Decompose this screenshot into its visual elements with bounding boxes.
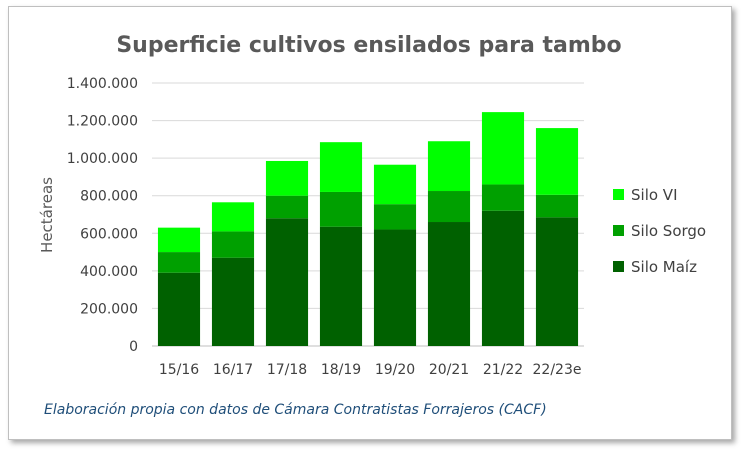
bar-silo-vi: [211, 202, 255, 232]
bar-silo-sorgo: [211, 231, 255, 258]
bar-silo-maíz: [211, 257, 255, 346]
bar-silo-vi: [157, 227, 201, 253]
bar-silo-sorgo: [535, 194, 579, 218]
bar-silo-vi: [373, 164, 417, 205]
bar-silo-maíz: [373, 229, 417, 346]
legend-label: Silo Sorgo: [631, 222, 706, 240]
bar-silo-maíz: [535, 217, 579, 346]
legend-label: Silo Maíz: [631, 258, 697, 276]
bar-silo-maíz: [481, 210, 525, 346]
bar-silo-vi: [535, 128, 579, 195]
legend: Silo VI Silo Sorgo Silo Maíz: [613, 186, 706, 276]
bar-silo-maíz: [157, 272, 201, 346]
bar-silo-vi: [427, 141, 471, 192]
chart-title: Superficie cultivos ensilados para tambo: [116, 33, 621, 58]
legend-swatch: [613, 261, 624, 272]
y-tick-label: 400.000: [80, 264, 138, 280]
x-tick-label: 22/23e: [533, 362, 582, 378]
chart-frame: [8, 6, 732, 440]
x-axis-ticks: 15/16 16/17 17/18 18/19 19/20 20/21 21/22 22/23…: [159, 362, 582, 378]
bar-silo-vi: [265, 160, 309, 196]
y-axis-label: Hectáreas: [38, 177, 56, 253]
x-tick-label: 15/16: [159, 362, 199, 378]
y-axis-ticks: 0 200.000 400.000 600.000 800.000 1.000.000 1.…: [67, 76, 138, 355]
x-tick-label: 20/21: [429, 362, 469, 378]
legend-label: Silo VI: [631, 186, 678, 204]
y-tick-label: 600.000: [80, 226, 138, 242]
x-tick-label: 16/17: [213, 362, 253, 378]
bar-silo-sorgo: [265, 195, 309, 219]
bar-silo-maíz: [427, 222, 471, 346]
bar-silo-sorgo: [481, 184, 525, 211]
bar-silo-vi: [481, 112, 525, 185]
source-note: Elaboración propia con datos de Cámara C…: [44, 402, 547, 418]
legend-swatch: [613, 225, 624, 236]
bars: [157, 112, 579, 346]
bar-silo-sorgo: [157, 252, 201, 273]
x-tick-label: 17/18: [267, 362, 307, 378]
y-tick-label: 0: [129, 339, 138, 355]
bar-silo-vi: [319, 142, 363, 192]
bar-silo-maíz: [265, 218, 309, 346]
bar-silo-sorgo: [373, 204, 417, 230]
y-tick-label: 1.200.000: [67, 114, 138, 130]
bar-silo-sorgo: [319, 191, 363, 227]
y-tick-label: 1.400.000: [67, 76, 138, 92]
y-tick-label: 800.000: [80, 189, 138, 205]
x-tick-label: 21/22: [483, 362, 523, 378]
y-tick-label: 200.000: [80, 301, 138, 317]
x-tick-label: 19/20: [375, 362, 415, 378]
x-tick-label: 18/19: [321, 362, 361, 378]
bar-silo-maíz: [319, 226, 363, 346]
legend-swatch: [613, 189, 624, 200]
bar-silo-sorgo: [427, 191, 471, 223]
y-tick-label: 1.000.000: [67, 151, 138, 167]
